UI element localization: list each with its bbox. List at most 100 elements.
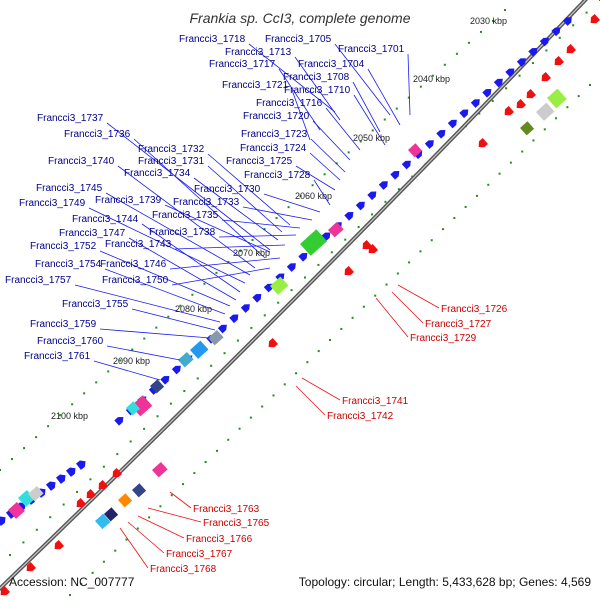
forward-gene-arrow bbox=[482, 88, 492, 98]
tick-dot bbox=[357, 226, 360, 229]
reverse-gene-arrow bbox=[541, 72, 552, 82]
forward-leader-line bbox=[106, 345, 181, 361]
tick-dot bbox=[196, 377, 199, 380]
tick-dot bbox=[351, 316, 354, 319]
tick-dot bbox=[95, 381, 98, 384]
tick-dot bbox=[329, 339, 331, 341]
forward-gene-label: Francci3_1723 bbox=[241, 129, 308, 140]
tick-dot bbox=[156, 415, 159, 418]
accession-label: Accession: NC_007777 bbox=[9, 575, 135, 589]
forward-leader-line bbox=[353, 94, 386, 146]
forward-gene-arrow bbox=[493, 78, 503, 88]
reverse-gene-arrow bbox=[26, 562, 37, 572]
tick-dot bbox=[306, 361, 309, 364]
tick-dot bbox=[59, 414, 62, 417]
tick-dot bbox=[116, 453, 119, 456]
forward-gene-arrow bbox=[367, 191, 377, 201]
tick-dot bbox=[408, 261, 411, 264]
kbp-tick-label: 2090 kbp bbox=[113, 356, 150, 366]
tick-dot bbox=[566, 106, 569, 109]
feature-box bbox=[126, 401, 141, 416]
forward-gene-arrow bbox=[240, 304, 250, 313]
forward-gene-arrow bbox=[160, 375, 170, 385]
reverse-gene-label: Francci3_1763 bbox=[193, 504, 260, 515]
forward-leader-line bbox=[104, 268, 226, 315]
forward-leader-line bbox=[117, 165, 256, 269]
tick-dot bbox=[114, 549, 117, 552]
tick-dot bbox=[419, 250, 422, 253]
tick-dot bbox=[383, 118, 386, 121]
tick-dot bbox=[419, 85, 422, 88]
reverse-gene-arrow bbox=[54, 540, 65, 550]
reverse-gene-label: Francci3_1741 bbox=[342, 396, 409, 407]
tick-dot bbox=[193, 472, 196, 475]
kbp-tick-labels: 2030 kbp 2040 kbp 2050 kbp 2060 kbp 2070 kbp… bbox=[51, 16, 507, 421]
forward-gene-arrow bbox=[114, 416, 124, 426]
tick-dot bbox=[347, 151, 350, 154]
kbp-tick-label: 2050 kbp bbox=[353, 133, 390, 143]
reverse-gene-arrow bbox=[76, 498, 87, 508]
forward-leader-line bbox=[169, 257, 281, 270]
reverse-gene-arrow bbox=[554, 56, 565, 66]
reverse-gene-arrow bbox=[112, 468, 123, 478]
forward-leader-line bbox=[242, 206, 313, 221]
tick-dot bbox=[47, 425, 50, 428]
tick-dot bbox=[589, 84, 591, 86]
tick-dot bbox=[238, 427, 241, 430]
tick-dot bbox=[272, 394, 275, 397]
forward-leader-line bbox=[310, 138, 346, 173]
tick-dot bbox=[330, 251, 333, 254]
tick-dot bbox=[467, 41, 470, 44]
tick-dot bbox=[585, 11, 588, 14]
tick-dot bbox=[275, 217, 278, 220]
feature-box bbox=[208, 329, 224, 346]
tick-dot bbox=[287, 206, 290, 209]
forward-leader-line bbox=[105, 192, 251, 276]
forward-gene-label: Francci3_1755 bbox=[62, 299, 129, 310]
forward-gene-arrow bbox=[459, 109, 469, 119]
forward-gene-arrow bbox=[65, 467, 76, 477]
forward-leader-line bbox=[248, 43, 336, 113]
reverse-leader-line bbox=[301, 377, 341, 401]
forward-gene-arrow bbox=[505, 68, 515, 78]
tick-dot bbox=[89, 478, 92, 481]
reverse-strand-genes bbox=[0, 14, 600, 596]
forward-gene-label: Francci3_1708 bbox=[283, 72, 350, 83]
reverse-gene-label: Francci3_1768 bbox=[150, 564, 217, 575]
forward-leader-line bbox=[99, 328, 211, 339]
reverse-gene-arrow bbox=[566, 44, 577, 54]
tick-dot bbox=[295, 372, 298, 375]
label-leader-lines bbox=[74, 43, 440, 569]
feature-box bbox=[190, 340, 209, 359]
forward-gene-arrow bbox=[528, 47, 538, 57]
tick-dot bbox=[290, 289, 293, 292]
forward-leader-line bbox=[171, 267, 271, 286]
tick-dot bbox=[443, 63, 446, 66]
feature-box bbox=[149, 379, 165, 394]
forward-leader-line bbox=[334, 43, 391, 116]
forward-leader-line bbox=[88, 207, 246, 284]
forward-leader-line bbox=[313, 179, 331, 206]
forward-leader-line bbox=[278, 68, 321, 131]
tick-dot bbox=[371, 129, 374, 132]
tick-dot bbox=[277, 301, 280, 304]
forward-gene-label: Francci3_1747 bbox=[59, 228, 126, 239]
feature-box bbox=[408, 143, 423, 158]
tick-dot bbox=[521, 150, 524, 153]
tick-dot bbox=[311, 184, 314, 187]
forward-leader-line bbox=[218, 234, 297, 238]
forward-strand-genes bbox=[0, 17, 572, 530]
forward-gene-arrow bbox=[516, 58, 526, 67]
reverse-gene-label: Francci3_1742 bbox=[327, 411, 394, 422]
forward-gene-arrow bbox=[286, 263, 296, 272]
tick-dot bbox=[362, 305, 365, 308]
tick-dot bbox=[397, 188, 400, 191]
reverse-leader-line bbox=[375, 297, 409, 338]
tick-dot bbox=[531, 62, 534, 65]
tick-dot bbox=[131, 348, 134, 351]
kbp-tick-label: 2060 kbp bbox=[295, 191, 332, 201]
tick-dot bbox=[498, 172, 501, 175]
